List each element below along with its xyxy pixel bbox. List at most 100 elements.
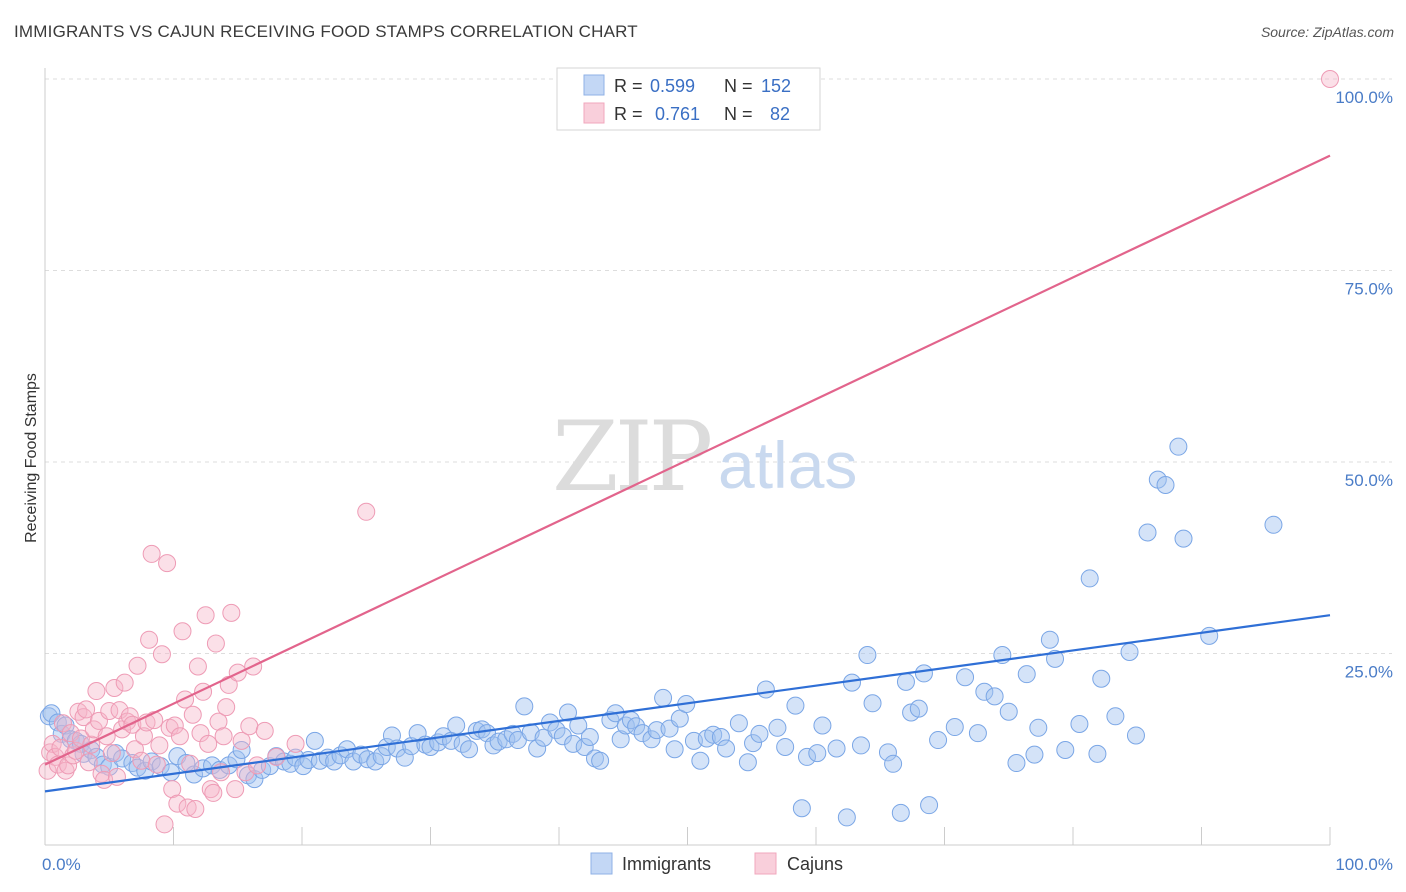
grid-lines: [45, 78, 1392, 654]
immigrants-point: [756, 680, 775, 699]
cajuns-point: [145, 711, 164, 730]
cajuns-point: [204, 783, 223, 802]
cajuns-point: [102, 744, 121, 763]
legend-stats: R = 0.599 N = 152 R = 0.761 N = 82: [556, 67, 821, 131]
legend-n-value: 82: [770, 104, 790, 124]
immigrants-point: [642, 730, 661, 749]
immigrants-point: [1088, 744, 1107, 763]
immigrants-point: [768, 718, 787, 737]
cajuns-point: [163, 780, 182, 799]
cajuns-point: [209, 712, 228, 731]
immigrants-point: [837, 808, 856, 827]
cajuns-point: [100, 701, 119, 720]
immigrants-point: [1029, 718, 1048, 737]
cajuns-point: [206, 634, 225, 653]
immigrants-point: [665, 740, 684, 759]
legend-swatch-cajuns: [583, 102, 605, 124]
immigrants-point: [1126, 726, 1145, 745]
cajuns-point: [152, 645, 171, 664]
cajuns-point: [87, 682, 106, 701]
immigrants-point: [929, 731, 948, 750]
immigrants-point: [245, 770, 264, 789]
immigrants-point: [305, 731, 324, 750]
immigrants-point: [627, 717, 646, 736]
y-tick-label: 100.0%: [1335, 88, 1393, 107]
immigrants-point: [569, 716, 588, 735]
immigrants-point: [975, 682, 994, 701]
cajuns-point: [176, 690, 195, 709]
cajuns-point: [158, 554, 177, 573]
immigrants-point: [633, 724, 652, 743]
immigrants-point: [503, 724, 522, 743]
immigrants-point: [528, 739, 547, 758]
y-tick-label: 50.0%: [1345, 471, 1393, 490]
cajuns-point: [196, 606, 215, 625]
cajuns-point: [140, 630, 159, 649]
cajuns-point: [115, 673, 134, 692]
immigrants-point: [1040, 630, 1059, 649]
legend-swatch-immigrants: [590, 852, 613, 875]
immigrants-point: [858, 646, 877, 665]
cajuns-point: [240, 717, 259, 736]
immigrants-point: [1025, 745, 1044, 764]
immigrants-point: [827, 739, 846, 758]
immigrants-point: [968, 724, 987, 743]
immigrants-point: [914, 664, 933, 683]
cajuns-point: [56, 761, 75, 780]
immigrants-point: [1092, 669, 1111, 688]
watermark-zip: ZIP: [552, 401, 711, 513]
immigrants-point: [1138, 523, 1157, 542]
immigrants-point: [863, 694, 882, 713]
immigrants-point: [647, 721, 666, 740]
legend-n-label: N =: [724, 76, 753, 96]
cajuns-point: [170, 727, 189, 746]
legend-n-value: 152: [761, 76, 791, 96]
immigrants-point: [1120, 642, 1139, 661]
immigrants-point: [1017, 665, 1036, 684]
immigrants-point: [611, 730, 630, 749]
immigrants-point: [999, 702, 1018, 721]
legend-r-value: 0.599: [650, 76, 695, 96]
cajuns-point: [150, 736, 169, 755]
immigrants-point: [232, 741, 251, 760]
cajuns-point: [255, 721, 274, 740]
immigrants-point: [717, 739, 736, 758]
cajuns-trend-line: [44, 154, 1331, 766]
cajuns-point: [232, 731, 251, 750]
legend-label-immigrants: Immigrants: [622, 854, 711, 874]
cajuns-point: [168, 794, 187, 813]
series-immigrants-points: [39, 437, 1283, 827]
legend-r-value: 0.761: [655, 104, 700, 124]
immigrants-point: [878, 743, 897, 762]
cajuns-point: [357, 502, 376, 521]
y-tick-label: 25.0%: [1345, 663, 1393, 682]
cajuns-point: [226, 780, 245, 799]
cajuns-point: [183, 705, 202, 724]
cajuns-point: [147, 755, 166, 774]
watermark-atlas: atlas: [718, 428, 857, 502]
cajuns-point: [125, 740, 144, 759]
cajuns-point: [53, 714, 72, 733]
immigrants-point: [616, 716, 635, 735]
cajuns-point: [217, 698, 236, 717]
cajuns-point: [286, 734, 305, 753]
immigrants-point: [1080, 569, 1099, 588]
immigrants-point: [798, 747, 817, 766]
immigrants-point: [956, 668, 975, 687]
legend-label-cajuns: Cajuns: [787, 854, 843, 874]
immigrants-point: [1007, 754, 1026, 773]
cajuns-point: [79, 753, 98, 772]
immigrants-point: [575, 737, 594, 756]
cajuns-point: [173, 622, 192, 641]
x-tick-label: 0.0%: [42, 855, 81, 874]
cajuns-point: [1321, 70, 1339, 88]
watermark: ZIP atlas: [552, 401, 857, 513]
cajuns-point: [222, 603, 241, 622]
immigrants-point: [851, 736, 870, 755]
cajuns-point: [132, 751, 151, 770]
immigrants-point: [654, 688, 673, 707]
immigrants-point: [985, 687, 1004, 706]
cajuns-point: [61, 724, 80, 743]
legend-n-label: N =: [724, 104, 753, 124]
